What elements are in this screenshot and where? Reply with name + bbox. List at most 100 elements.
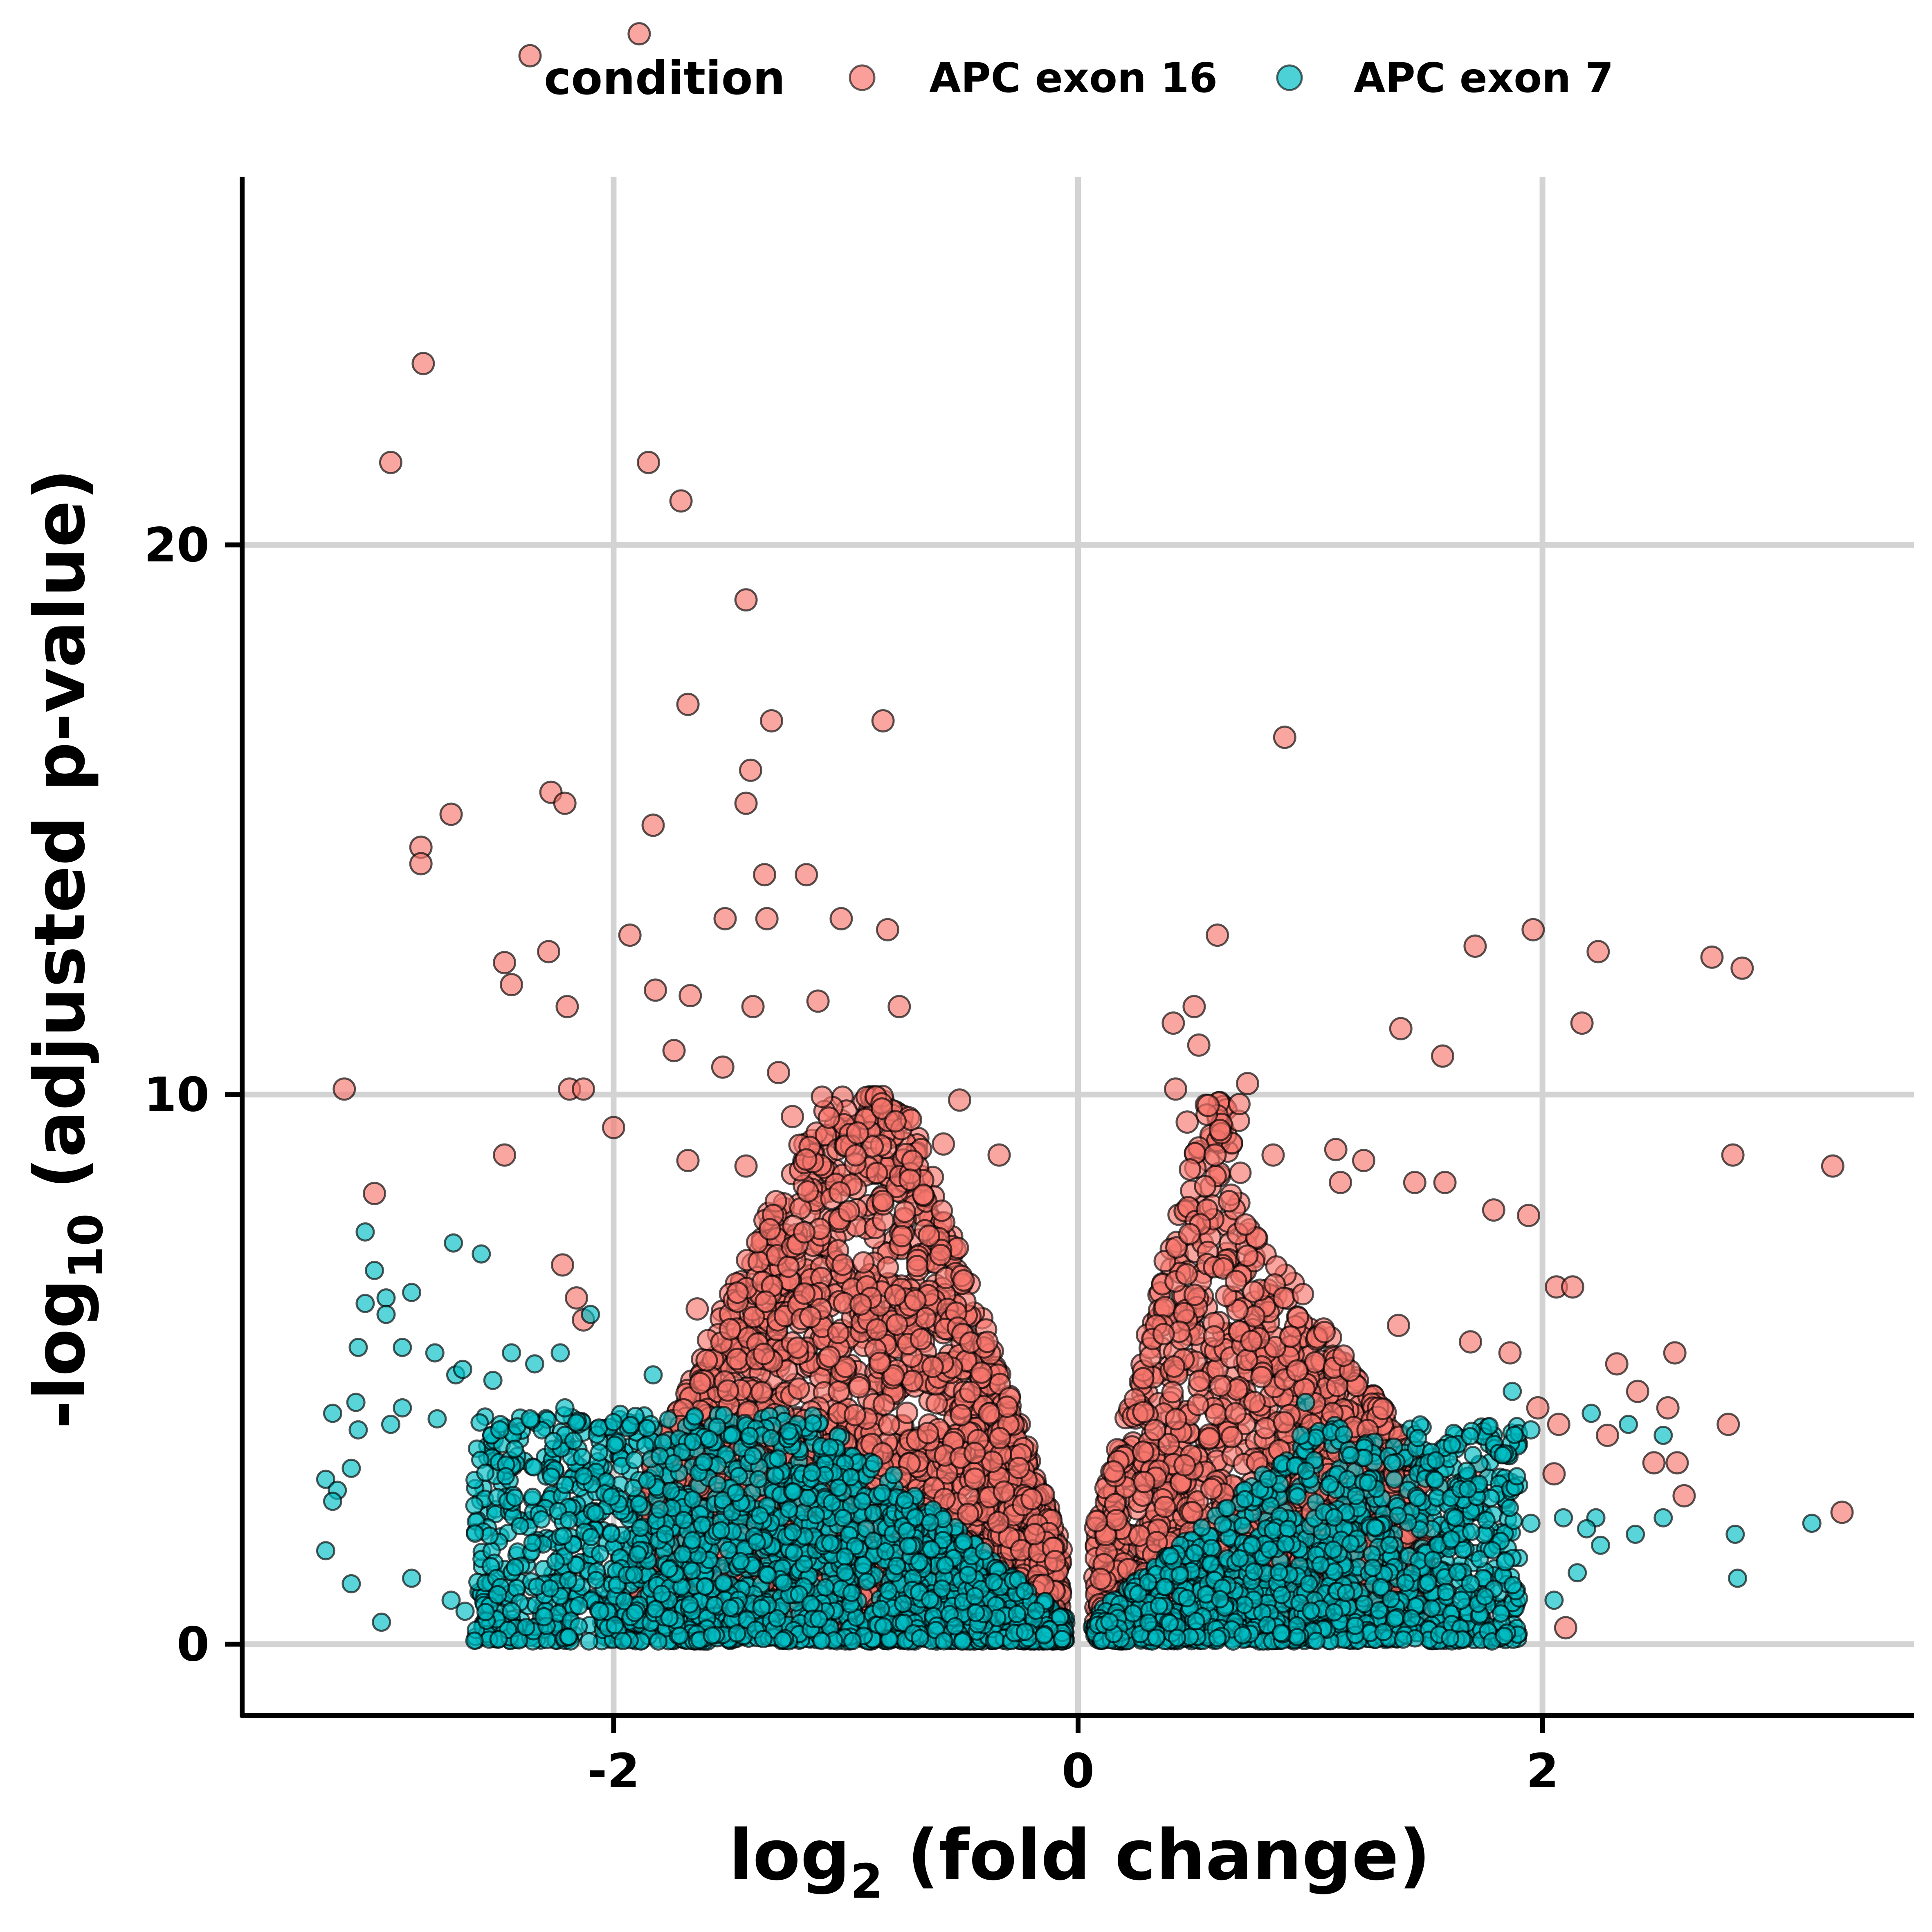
point-apc-exon-16 [493, 1143, 517, 1167]
point-apc-exon-16 [1626, 1379, 1649, 1403]
point-apc-exon-16 [1198, 1427, 1221, 1450]
point-apc-exon-16 [781, 1105, 804, 1128]
point-apc-exon-16 [669, 489, 693, 513]
point-apc-exon-16 [1586, 940, 1610, 964]
point-apc-exon-16 [795, 1148, 818, 1171]
point-apc-exon-16 [865, 1161, 888, 1184]
point-apc-exon-16 [685, 1297, 709, 1321]
point-apc-exon-16 [1387, 1314, 1410, 1337]
point-apc-exon-16 [1105, 1509, 1128, 1532]
point-apc-exon-16 [1287, 1306, 1310, 1329]
point-apc-exon-16 [755, 907, 779, 930]
point-apc-exon-16 [572, 1077, 595, 1101]
point-apc-exon-16 [734, 1154, 758, 1178]
point-apc-exon-16 [987, 1143, 1011, 1167]
point-apc-exon-16 [1194, 1175, 1217, 1197]
point-apc-exon-16 [950, 1404, 973, 1427]
point-apc-exon-16 [1044, 1550, 1067, 1573]
point-apc-exon-16 [1236, 1348, 1258, 1371]
point-apc-exon-16 [411, 352, 435, 375]
point-apc-exon-16 [948, 1088, 971, 1112]
point-apc-exon-16 [831, 1253, 854, 1276]
point-apc-exon-16 [1273, 1411, 1296, 1434]
point-apc-exon-16 [1224, 1270, 1247, 1292]
point-apc-exon-16 [767, 1061, 791, 1085]
point-apc-exon-16 [662, 1039, 686, 1063]
point-apc-exon-16 [848, 1376, 871, 1399]
point-apc-exon-16 [846, 1121, 869, 1145]
point-apc-exon-16 [1228, 1093, 1251, 1116]
point-apc-exon-16 [1173, 1454, 1196, 1477]
point-apc-exon-16 [713, 907, 737, 930]
point-apc-exon-16 [1175, 1263, 1198, 1286]
point-apc-exon-16 [1459, 1330, 1482, 1354]
point-apc-exon-16 [1656, 1396, 1680, 1420]
point-apc-exon-16 [901, 1149, 924, 1172]
point-apc-exon-16 [1329, 1170, 1352, 1194]
point-apc-exon-16 [555, 995, 579, 1018]
point-apc-exon-16 [1203, 1325, 1226, 1348]
point-apc-exon-16 [865, 1318, 888, 1341]
point-apc-exon-16 [844, 1144, 867, 1167]
point-apc-exon-16 [885, 1313, 908, 1336]
point-apc-exon-16 [806, 989, 830, 1013]
point-apc-exon-16 [1236, 1244, 1259, 1267]
point-apc-exon-16 [537, 940, 560, 964]
point-apc-exon-16 [1547, 1413, 1570, 1436]
point-apc-exon-16 [1203, 1143, 1227, 1167]
point-apc-exon-16 [849, 1293, 872, 1316]
point-apc-exon-16 [987, 1511, 1010, 1534]
point-apc-exon-16 [1821, 1154, 1844, 1178]
point-apc-exon-16 [641, 813, 665, 837]
point-apc-exon-16 [332, 1077, 356, 1101]
point-apc-exon-16 [872, 1393, 895, 1416]
point-apc-exon-16 [1085, 1510, 1108, 1532]
point-apc-exon-16 [799, 1306, 822, 1328]
point-apc-exon-16 [1229, 1161, 1252, 1184]
point-apc-exon-16 [910, 1328, 932, 1350]
point-apc-exon-16 [719, 1318, 741, 1341]
point-apc-exon-16 [1206, 923, 1229, 947]
point-apc-exon-16 [796, 1180, 819, 1203]
point-apc-exon-16 [787, 1377, 810, 1400]
point-apc-exon-16 [930, 1199, 953, 1222]
point-apc-exon-16 [717, 1379, 739, 1402]
point-apc-exon-16 [1561, 1275, 1584, 1299]
point-apc-exon-16 [1153, 1496, 1176, 1519]
point-apc-exon-16 [1200, 1478, 1223, 1501]
point-apc-exon-16 [890, 1225, 913, 1248]
point-apc-exon-16 [627, 22, 651, 46]
point-apc-exon-16 [734, 588, 758, 612]
point-apc-exon-16 [637, 451, 660, 474]
point-apc-exon-16 [876, 1256, 899, 1279]
point-apc-exon-16 [1218, 1190, 1240, 1213]
point-apc-exon-16 [901, 1369, 924, 1392]
point-apc-exon-16 [887, 995, 911, 1018]
point-apc-exon-16 [917, 1422, 939, 1445]
point-apc-exon-16 [1132, 1367, 1155, 1390]
point-apc-exon-16 [1243, 1391, 1266, 1413]
point-apc-exon-16 [1542, 1462, 1566, 1486]
point-apc-exon-16 [1403, 1170, 1427, 1194]
point-apc-exon-16 [741, 995, 765, 1018]
point-apc-exon-16 [1179, 1158, 1201, 1181]
point-apc-exon-16 [1721, 1143, 1745, 1167]
point-apc-exon-16 [884, 1284, 907, 1307]
point-apc-exon-16 [894, 1200, 916, 1223]
point-apc-exon-16 [1205, 1403, 1228, 1426]
point-apc-exon-16 [1332, 1344, 1355, 1367]
point-apc-exon-16 [753, 863, 776, 887]
point-apc-exon-16 [1665, 1451, 1689, 1475]
point-apc-exon-16 [1324, 1138, 1348, 1161]
point-apc-exon-16 [1209, 1119, 1231, 1141]
point-apc-exon-16 [1153, 1296, 1176, 1319]
point-apc-exon-16 [884, 1110, 907, 1133]
point-apc-exon-16 [518, 44, 542, 67]
point-apc-exon-16 [676, 692, 700, 716]
point-apc-exon-16 [988, 1427, 1011, 1449]
point-apc-exon-16 [409, 852, 433, 876]
point-apc-exon-16 [1178, 1222, 1201, 1245]
point-apc-exon-16 [734, 791, 758, 815]
point-apc-exon-16 [553, 791, 577, 815]
point-apc-exon-16 [379, 451, 402, 474]
